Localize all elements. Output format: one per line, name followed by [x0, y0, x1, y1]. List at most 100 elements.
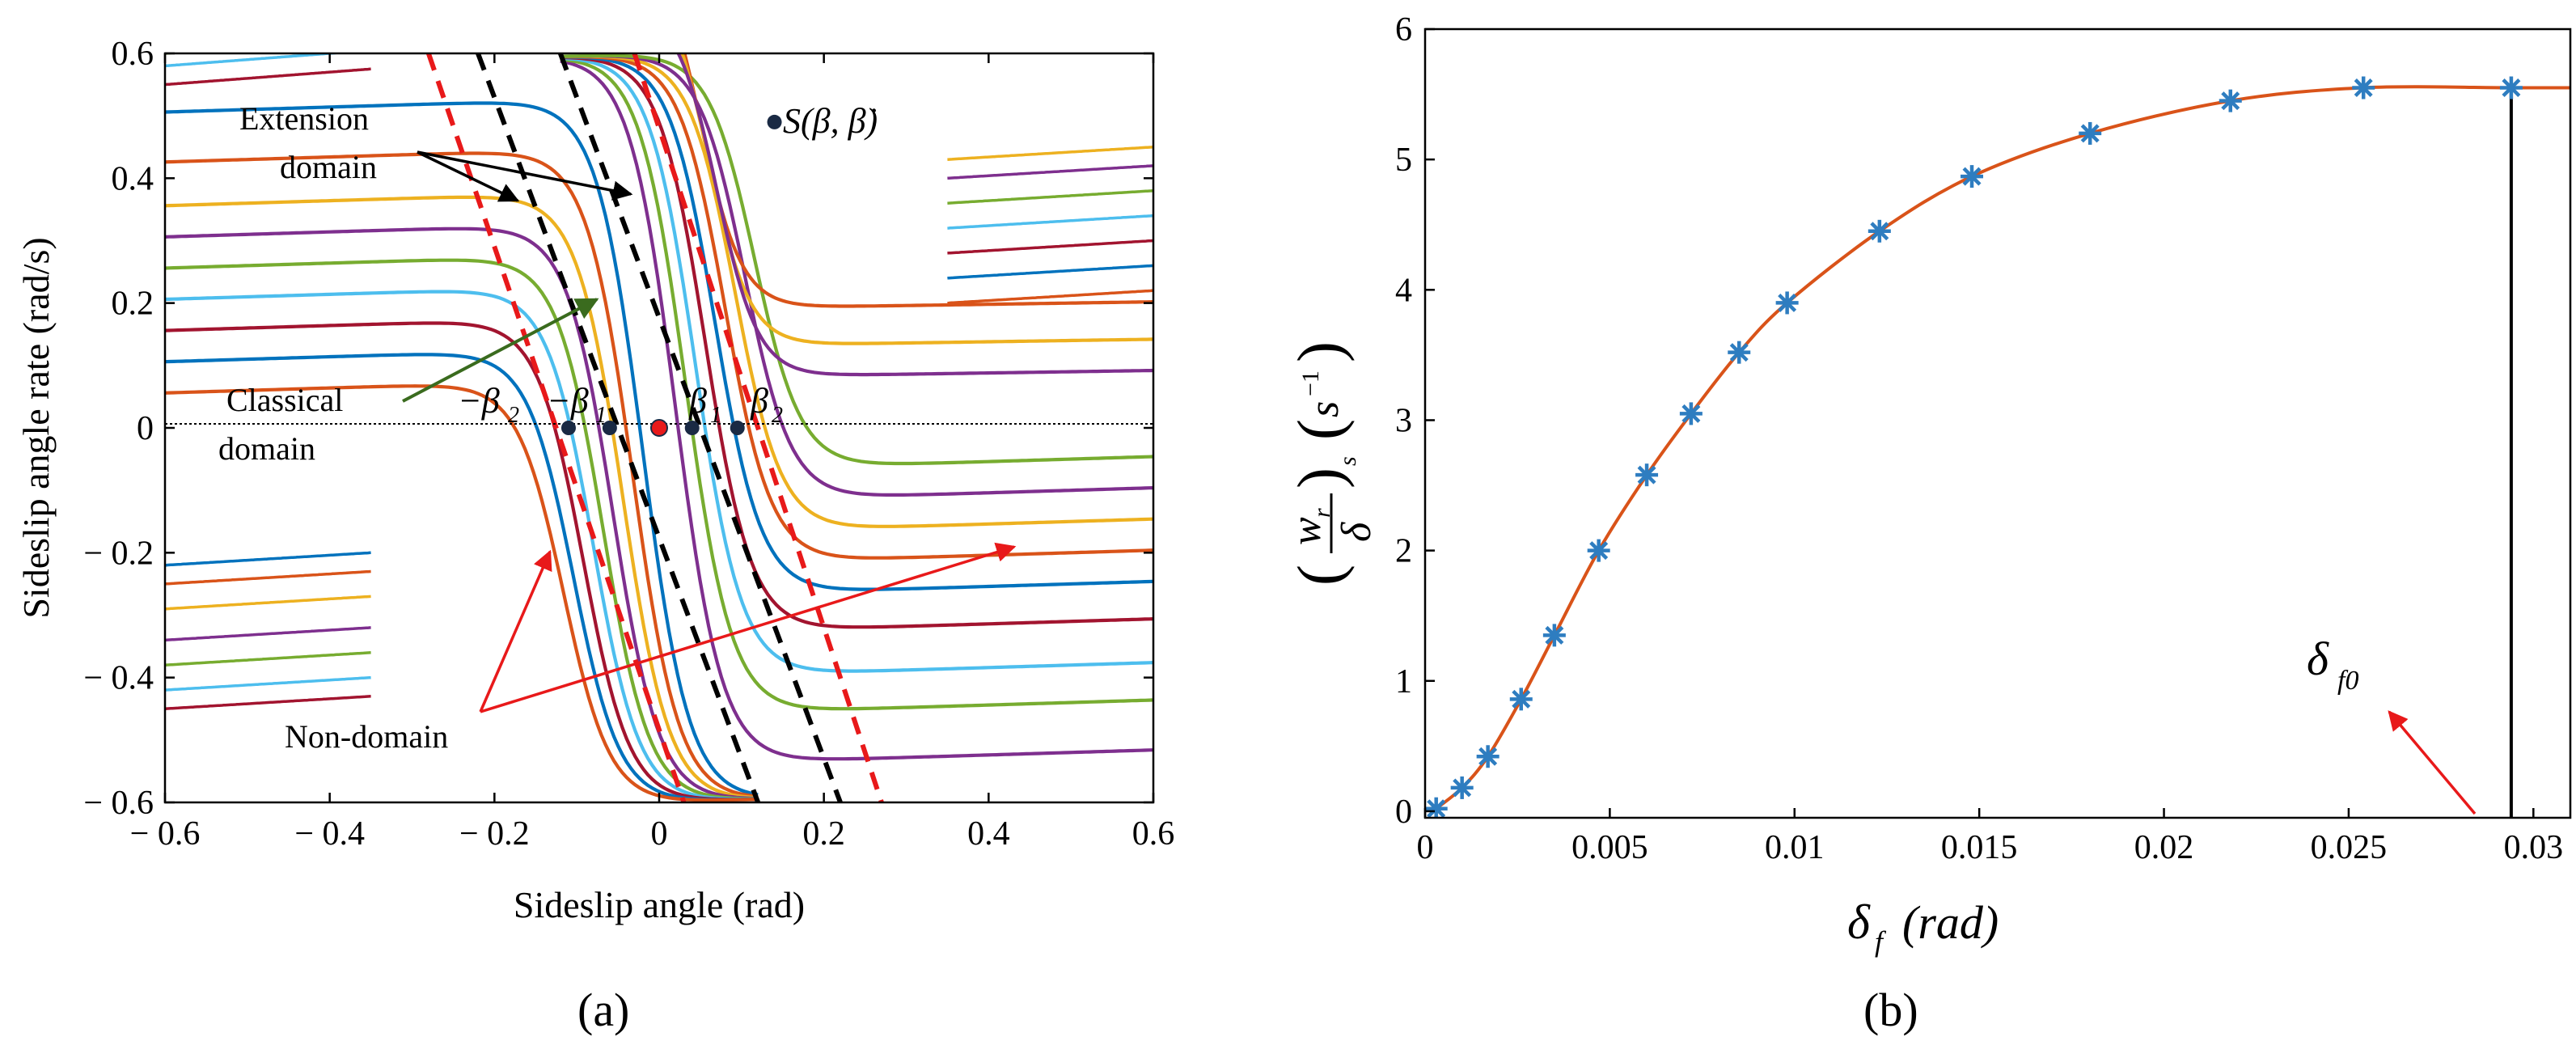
svg-text:r: r	[1309, 508, 1335, 518]
svg-text:): )	[1284, 468, 1355, 489]
equilibrium-points-group	[560, 419, 745, 437]
trajectory-line	[165, 675, 371, 692]
x-tick-label: 0.01	[1765, 829, 1825, 866]
sample-star-marker	[1775, 291, 1799, 315]
trajectory-line	[165, 226, 759, 801]
domain-boundary-line	[632, 53, 884, 802]
non-domain-arrow-left	[479, 549, 552, 713]
trajectory-line	[947, 214, 1153, 230]
delta-f0-label: δ f0	[2307, 633, 2358, 696]
y-tick-label: 5	[1395, 142, 1412, 179]
x-tick-label: 0.02	[2134, 829, 2194, 866]
trajectory-line	[165, 626, 371, 642]
svg-text:1: 1	[595, 403, 607, 428]
x-tick-label: 0.03	[2504, 829, 2564, 866]
trajectory-group	[165, 53, 1153, 802]
svg-text:(: (	[1284, 565, 1355, 586]
sample-star-marker	[1679, 402, 1703, 425]
sample-star-marker	[1961, 165, 1984, 188]
sample-star-marker	[1509, 688, 1533, 711]
series-group	[1425, 76, 2570, 818]
tick-group-a: − 0.6 − 0.4 − 0.2 0 0.2 0.4 0.6 − 0.6 − 0.4 − 0.2…	[83, 36, 1174, 853]
trajectory-line	[165, 651, 371, 667]
y-tick-label: 4	[1395, 272, 1412, 309]
svg-text:(rad): (rad)	[1902, 896, 1999, 949]
sample-star-marker	[2219, 89, 2242, 112]
trajectory-line	[947, 145, 1153, 161]
y-tick-label: 1	[1395, 663, 1412, 700]
tick-group-b: 0 0.005 0.01 0.015 0.02 0.025 0.03 0 1 2 3 4 5 6	[1395, 11, 2563, 866]
trajectory-line	[560, 56, 1153, 673]
y-tick-label: − 0.4	[83, 660, 154, 697]
annotation-classical-line1: Classical	[226, 382, 343, 418]
sample-star-marker	[1867, 219, 1891, 243]
y-axis-label-b: ( w r δ ) s ( s −1 )	[1284, 341, 1380, 586]
annotation-extension-line1: Extension	[239, 100, 369, 137]
origin-equilibrium-marker	[650, 419, 668, 437]
phase-plane-chart: − 0.6 − 0.4 − 0.2 0 0.2 0.4 0.6 − 0.6 − 0.4 − 0.2…	[15, 36, 1174, 1036]
domain-boundary-line	[476, 53, 761, 802]
svg-text:δ: δ	[1847, 895, 1871, 949]
y-tick-label: 0.6	[112, 36, 154, 73]
y-tick-label: 2	[1395, 533, 1412, 570]
trajectory-line	[560, 55, 1153, 591]
state-point-marker	[767, 114, 782, 129]
neg-beta2-label: −β 2	[458, 381, 519, 428]
svg-text:2: 2	[508, 403, 519, 428]
y-tick-label: 0	[1395, 794, 1412, 831]
axes-box-b	[1423, 28, 2572, 819]
svg-text:s: s	[1301, 401, 1347, 417]
y-tick-label: 0	[137, 410, 154, 447]
sample-star-marker	[1476, 745, 1499, 768]
svg-text:(: (	[1284, 419, 1355, 440]
x-tick-label: − 0.6	[130, 815, 201, 853]
svg-text:w: w	[1284, 517, 1330, 545]
trajectory-line	[165, 595, 371, 611]
x-tick-label: 0	[1417, 829, 1434, 866]
trajectory-line	[676, 53, 1153, 377]
y-tick-label: 0.4	[112, 160, 154, 197]
trajectory-line	[165, 258, 759, 801]
equilibrium-marker	[730, 421, 745, 435]
sample-star-marker	[2499, 76, 2523, 99]
svg-text:β: β	[688, 381, 707, 421]
x-tick-label: 0.6	[1132, 815, 1175, 853]
svg-text:−1: −1	[1297, 370, 1324, 396]
trajectory-line	[560, 54, 1153, 497]
x-axis-label-a: Sideslip angle (rad)	[514, 884, 805, 925]
classical-arrow	[402, 298, 599, 403]
trajectory-line	[165, 67, 371, 87]
extension-arrow-left	[417, 150, 520, 202]
svg-text:β: β	[750, 381, 768, 421]
non-domain-arrow-right	[480, 542, 1017, 713]
x-tick-label: 0.005	[1571, 829, 1648, 866]
y-tick-label: 3	[1395, 402, 1412, 439]
trajectory-line	[165, 290, 759, 801]
domain-boundary-line	[557, 53, 843, 802]
trajectory-line	[560, 57, 1153, 711]
svg-text:−β: −β	[458, 381, 500, 421]
svg-text:f0: f0	[2337, 666, 2358, 696]
annotation-classical-line2: domain	[218, 430, 315, 467]
trajectory-line	[165, 53, 349, 68]
svg-text:1: 1	[710, 403, 721, 428]
trajectory-line	[165, 695, 371, 711]
equilibrium-marker	[684, 421, 700, 435]
x-tick-label: 0.2	[802, 815, 845, 853]
trajectory-line	[947, 289, 1153, 305]
sample-star-marker	[1425, 797, 1448, 818]
x-tick-label: 0.4	[967, 815, 1010, 853]
annotation-non-domain: Non-domain	[285, 718, 448, 755]
svg-text:δ: δ	[1334, 522, 1380, 542]
trajectory-line	[165, 195, 759, 800]
sample-star-marker	[2079, 121, 2102, 145]
trajectory-line	[165, 321, 759, 802]
x-tick-label: 0	[651, 815, 668, 853]
x-tick-label: − 0.4	[294, 815, 365, 853]
trajectory-line	[947, 264, 1153, 280]
beta2-label: β 2	[750, 381, 783, 428]
sample-star-marker	[1728, 341, 1751, 364]
trajectory-line	[165, 101, 759, 797]
